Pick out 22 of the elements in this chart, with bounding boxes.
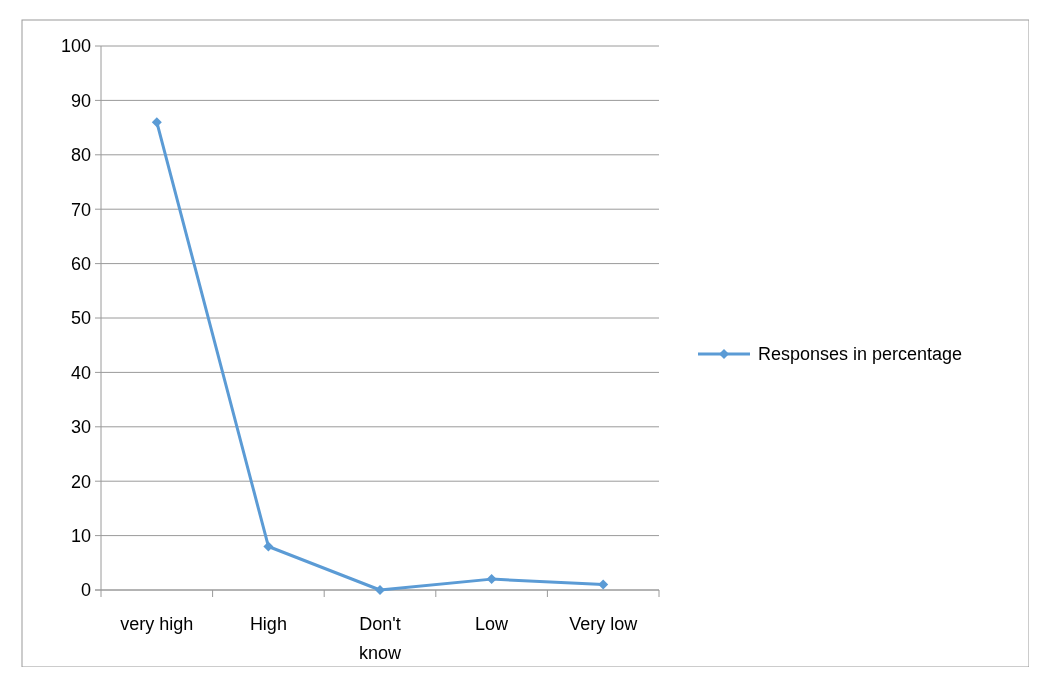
x-tick-label: Don't know: [358, 614, 403, 663]
x-tick-label: Very low: [569, 614, 639, 634]
y-tick-label: 50: [70, 308, 91, 329]
x-tick-label: High: [249, 614, 287, 634]
y-tick-label: 10: [70, 525, 91, 546]
y-tick-label: 80: [70, 145, 91, 166]
y-tick-label: 90: [70, 90, 91, 111]
point: [375, 585, 385, 595]
x-tick-label: Low: [475, 614, 510, 634]
y-tick-label: 40: [70, 362, 91, 383]
y-tick-label: 60: [70, 253, 91, 274]
point: [486, 574, 497, 585]
point: [263, 541, 274, 552]
x-tick-label: very high: [120, 614, 194, 634]
y-tick-label: 0: [80, 580, 91, 601]
y-tick-label: 70: [70, 199, 91, 220]
y-tick-label: 20: [70, 471, 91, 492]
y-tick-label: 30: [70, 417, 91, 438]
point: [151, 117, 162, 128]
point: [598, 579, 609, 590]
y-tick-label: 100: [60, 36, 91, 57]
legend-label: Responses in percentage: [758, 344, 963, 365]
